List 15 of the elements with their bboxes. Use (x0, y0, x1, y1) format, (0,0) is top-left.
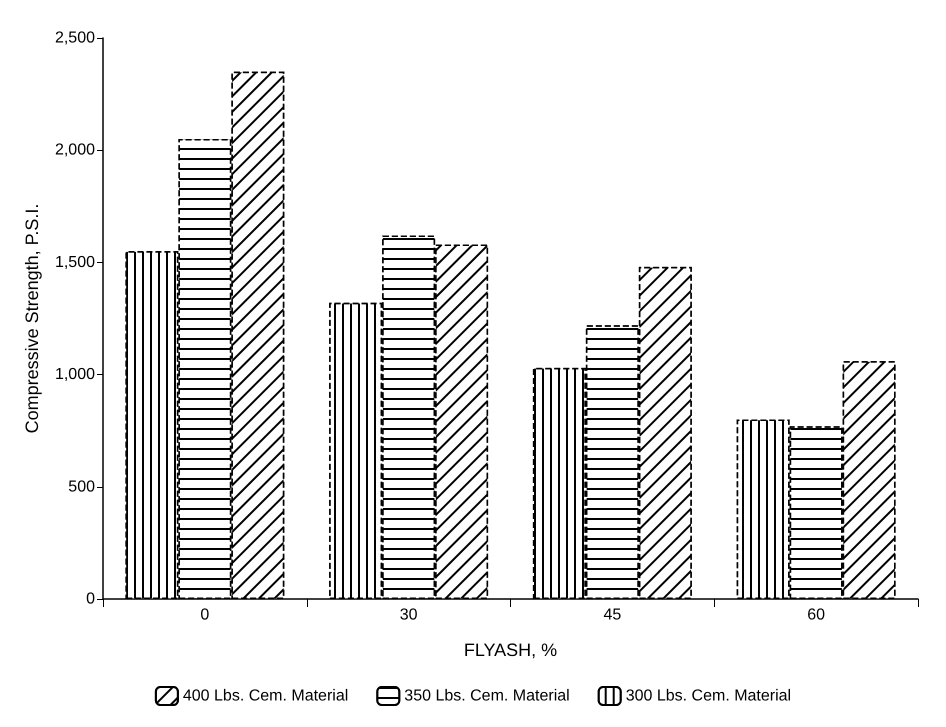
y-tick-label: 1,500 (54, 254, 96, 271)
y-axis-title: Compressive Strength, P.S.I. (22, 204, 42, 434)
x-tick-label: 60 (807, 606, 826, 624)
legend-label: 400 Lbs. Cem. Material (182, 688, 348, 704)
y-tick-label: 2,500 (54, 30, 96, 46)
y-tick-label: 1,000 (54, 366, 96, 384)
y-tick-label: 500 (68, 478, 96, 496)
x-axis-title: FLYASH, % (464, 640, 558, 660)
y-tick-label: 0 (86, 590, 96, 608)
legend-label: 300 Lbs. Cem. Material (626, 688, 792, 704)
x-tick-label: 45 (603, 606, 622, 624)
y-tick-label: 2,000 (54, 142, 96, 159)
x-tick-label: 0 (200, 606, 210, 624)
legend-label: 350 Lbs. Cem. Material (404, 688, 570, 704)
x-tick-label: 30 (400, 606, 418, 624)
